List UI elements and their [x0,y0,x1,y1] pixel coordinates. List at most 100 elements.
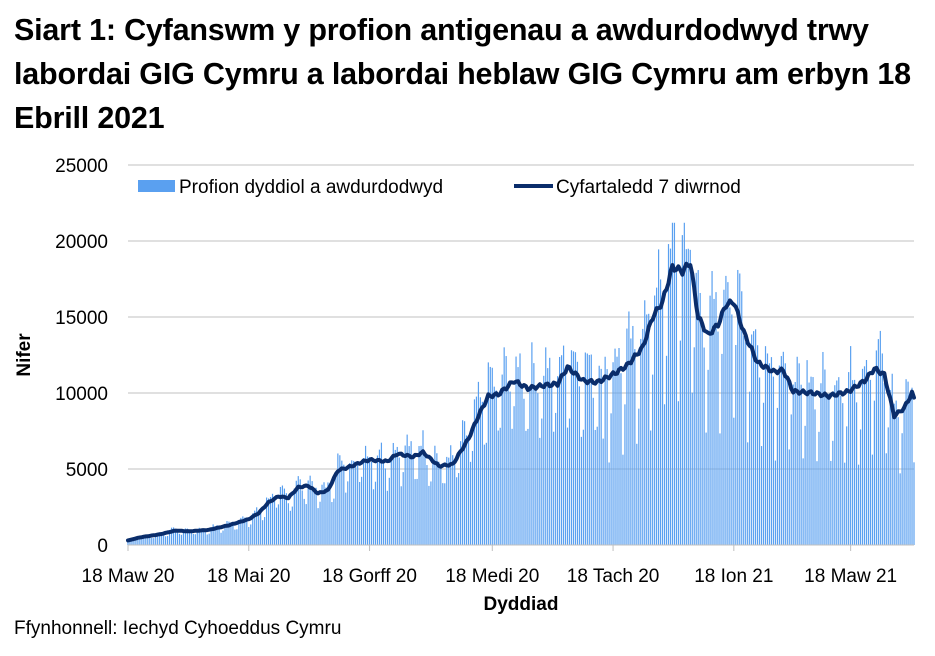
daily-bar [206,534,208,545]
daily-bar [359,481,361,545]
daily-bar [693,347,695,545]
daily-bar [887,427,889,545]
daily-bar [669,248,672,545]
daily-bar [559,356,561,545]
daily-bar [279,486,282,545]
daily-bar [885,453,887,545]
daily-bar [141,535,143,545]
daily-bar [699,292,701,545]
daily-bar [745,342,747,545]
daily-bar [396,446,398,545]
daily-bar [246,518,248,545]
daily-bar [275,507,278,545]
daily-bar [717,331,719,545]
daily-bar [877,339,879,545]
daily-bar [648,313,650,545]
daily-bar [501,374,503,545]
daily-bar [681,235,683,546]
daily-bar [689,249,691,546]
daily-bar [675,268,678,545]
daily-bar [576,361,579,545]
daily-bar [869,379,872,545]
daily-bar [313,490,315,545]
daily-bar [804,425,806,545]
daily-bar [414,479,416,545]
daily-bar [285,493,287,545]
daily-bar [456,477,458,545]
daily-bar [659,279,662,545]
daily-bar [157,533,159,545]
x-tick-label: 18 Tach 20 [567,566,660,587]
daily-bar [679,340,681,545]
daily-bar [802,458,804,545]
daily-bar [493,386,495,545]
daily-bar [167,535,169,545]
daily-bar [372,489,375,545]
daily-bar [331,502,333,545]
daily-bar [545,347,547,545]
daily-bar [448,457,450,545]
daily-bar [450,445,452,545]
daily-bar [208,533,210,545]
daily-bar [471,450,474,545]
daily-bar [161,533,163,545]
y-tick-label: 20000 [55,232,108,253]
daily-bar [353,460,355,545]
daily-bar [186,528,188,545]
y-tick-label: 25000 [55,156,108,177]
daily-bar [810,376,812,545]
daily-bar [477,381,480,545]
y-axis-label: Nifer [14,333,35,377]
daily-bar [515,356,517,545]
daily-bar [511,428,513,545]
x-tick-label: 18 Medi 20 [445,566,539,587]
daily-bar [543,375,545,545]
daily-bar [212,524,214,545]
chart-title: Siart 1: Cyfanswm y profion antigenau a … [14,13,911,135]
daily-bar [333,498,335,545]
daily-bar [392,442,394,545]
daily-bar [806,360,808,545]
daily-bar [283,488,286,545]
daily-bar [370,461,373,545]
daily-bar [673,222,676,545]
daily-bar [192,533,194,545]
daily-bar [428,485,430,545]
daily-bar [361,476,363,545]
daily-bar [859,429,862,545]
daily-bar [889,390,891,545]
daily-bar [792,384,794,545]
daily-bar [153,538,155,545]
daily-bar [600,368,602,545]
daily-bar [640,338,642,545]
daily-bar [434,445,436,545]
daily-bar [329,482,331,545]
daily-bar [210,528,212,545]
daily-bar [883,382,885,545]
daily-bar [178,533,181,545]
daily-bar [301,490,303,545]
daily-bar [335,471,337,545]
daily-bar [535,390,537,545]
daily-bar [606,369,608,545]
daily-bar [667,244,670,545]
daily-bar [596,426,598,545]
daily-bar [343,464,345,545]
daily-bar [816,461,818,545]
daily-bar [341,460,343,545]
daily-bar [250,524,252,545]
daily-bar [408,446,410,545]
daily-bar [491,367,493,545]
daily-bar [592,397,594,545]
daily-bar [418,446,420,545]
daily-bar [650,430,652,545]
daily-bar [604,356,606,545]
daily-bar [570,350,573,545]
daily-bar [756,345,759,545]
daily-bar [622,454,624,545]
daily-bar [721,353,723,545]
daily-bar [226,521,228,545]
daily-tests-bars [127,222,915,546]
daily-bar [319,501,321,545]
daily-bar [410,441,412,545]
